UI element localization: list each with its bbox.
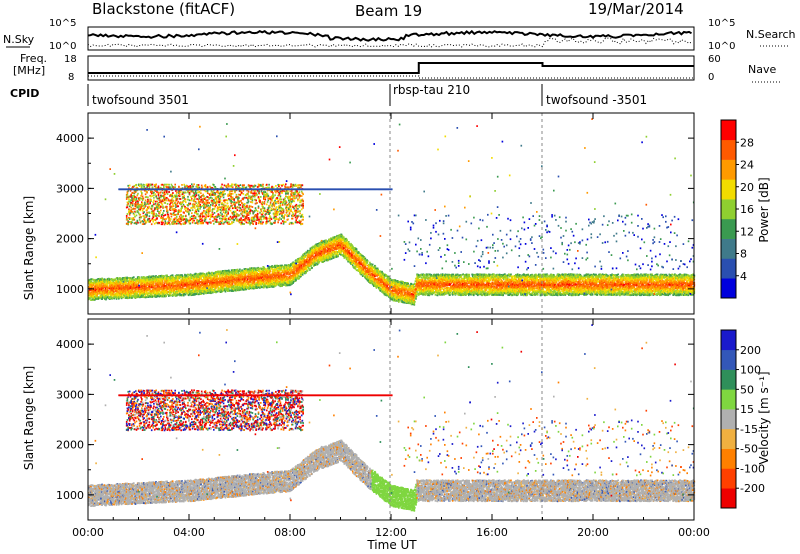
nsky-trace [88,31,692,41]
power-cell [109,279,111,281]
freq-tick-top: 18 [64,54,77,65]
nave-tick-top: 60 [708,54,721,65]
nave-trace [88,76,694,78]
sky-tick-left-bottom: 10^0 [49,41,76,52]
power-cell [113,291,115,293]
nsky-label: N.Sky [3,33,35,46]
power-cell [89,297,91,299]
cpid-segment-1: twofsound 3501 [92,93,189,107]
power-cell [139,286,141,288]
power-cell [97,293,99,295]
power-cell [101,298,103,300]
power-cell [126,283,128,285]
sky-tick-right-bottom: 10^0 [708,41,735,52]
nave-label: Nave [748,63,776,76]
cpid-label: CPID [10,87,39,100]
sky-tick-right-top: 10^5 [708,18,735,29]
power-cell [122,284,124,286]
cpid-row: CPID twofsound 3501 rbsp-tau 210 twofsou… [10,83,647,107]
freq-panel: Freq. [MHz] 18 8 60 0 Nave [13,52,780,83]
nsearch-label: N.Search [746,28,796,41]
power-cell [139,276,141,278]
power-cell [96,291,98,293]
date-title: 19/Mar/2014 [588,0,684,18]
power-cell [95,298,97,300]
power-cell [96,295,98,297]
beam-title: Beam 19 [355,2,422,20]
freq-unit-label: [MHz] [13,64,45,77]
power-cell [100,292,102,294]
sky-tick-left-top: 10^5 [49,18,76,29]
power-cell [107,286,109,288]
cpid-segment-2: rbsp-tau 210 [393,83,470,97]
cpid-segment-3: twofsound -3501 [546,93,647,107]
nave-tick-bottom: 0 [708,72,714,83]
power-cell [133,276,135,278]
freq-tick-bottom: 8 [68,72,74,83]
sky-panel: N.Sky 10^5 10^0 10^5 10^0 N.Search [3,18,796,52]
station-title: Blackstone (fitACF) [92,0,235,18]
freq-trace [88,63,694,73]
power-cell [126,277,128,279]
power-cell [141,282,143,284]
rti-figure: Blackstone (fitACF) Beam 19 19/Mar/2014 … [0,0,800,554]
